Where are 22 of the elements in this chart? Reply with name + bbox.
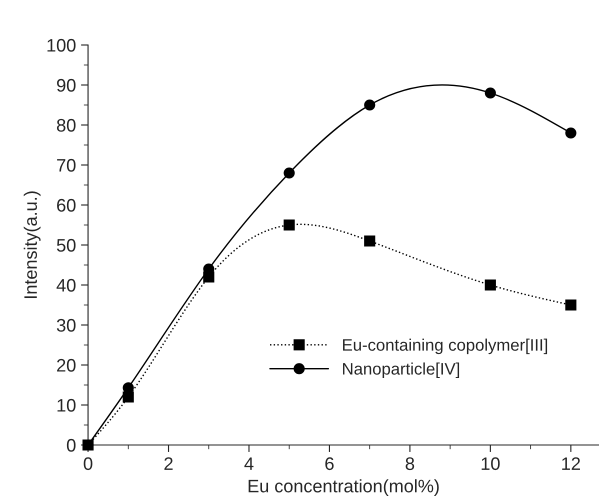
y-tick-label: 100 xyxy=(48,38,76,52)
x-axis-title: Eu concentration(mol%) xyxy=(248,479,439,496)
x-tick-label: 10 xyxy=(482,457,500,470)
legend-label: Nanoparticle[IV] xyxy=(343,362,460,378)
y-tick-label: 30 xyxy=(56,318,76,332)
y-tick-label: 70 xyxy=(57,158,76,172)
y-tick-label: 20 xyxy=(57,358,76,372)
y-tick-label: 50 xyxy=(56,238,76,252)
x-tick-label: 0 xyxy=(84,457,92,470)
y-tick-label: 40 xyxy=(56,278,76,292)
x-tick-label: 8 xyxy=(406,457,414,470)
x-tick-label: 6 xyxy=(325,457,334,470)
y-tick-label: 80 xyxy=(56,118,76,132)
x-tick-label: 12 xyxy=(562,457,580,470)
y-tick-label: 0 xyxy=(66,438,76,452)
y-tick-label: 10 xyxy=(58,398,76,412)
x-tick-label: 4 xyxy=(244,457,254,470)
x-tick-label: 2 xyxy=(164,457,173,470)
y-tick-label: 90 xyxy=(57,78,76,92)
y-tick-label: 60 xyxy=(57,198,76,212)
legend-label: Eu-containing copolymer[III] xyxy=(343,338,548,354)
y-axis-title: Intensity(a.u.) xyxy=(24,191,41,298)
